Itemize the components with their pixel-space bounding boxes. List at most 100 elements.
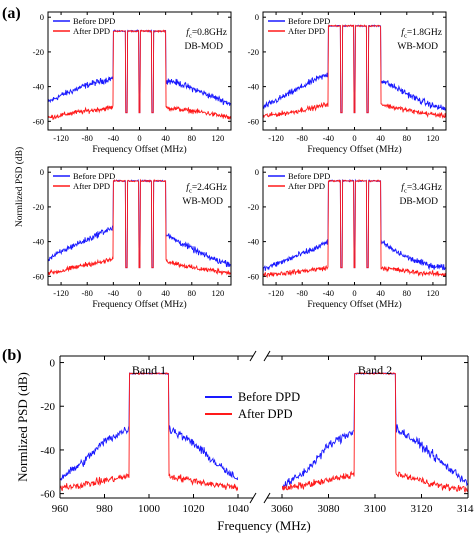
annotation-f: f (186, 27, 190, 38)
x-tick-label: 3080 (318, 503, 341, 515)
series-line-after-dpd (263, 179, 446, 279)
legend-label: Before DPD (288, 16, 330, 26)
y-axis-label: Normlized PSD (dB) (14, 147, 25, 227)
annotation-value: =2.4GHz (192, 183, 227, 193)
chart-panel-b: 960 980 1000 1020 1040 Band 1 3060 3080 3100 3120… (15, 350, 474, 533)
legend-label: After DPD (288, 181, 325, 191)
plot-area (263, 178, 446, 279)
carrier-frequency-annotation: fc=2.4GHz (186, 182, 227, 195)
carrier-frequency-annotation: fc=0.8GHz (186, 27, 227, 40)
axis-break-mark (263, 492, 271, 504)
x-tick-label: 40 (376, 133, 385, 143)
x-tick-label: 0 (352, 133, 356, 143)
x-axis-label: Frequency Offset (MHz) (92, 299, 186, 310)
chart-panel-a-top-left: -120 -80 -40 0 40 80 120 0 -20 -40 -60 Frequency Of… (33, 11, 232, 155)
y-tick-label: -20 (40, 401, 55, 413)
x-tick-label: 40 (161, 288, 170, 298)
y-tick-label: -40 (33, 237, 44, 247)
x-tick-label: 80 (403, 133, 412, 143)
plot-area (263, 24, 446, 119)
modulation-mode-label: DB-MOD (399, 197, 438, 207)
carrier-frequency-annotation: fc=3.4GHz (401, 182, 442, 195)
x-axis-label: Frequency Offset (MHz) (307, 144, 401, 155)
y-tick-label: 0 (255, 167, 259, 177)
series-line-before-dpd (282, 372, 468, 490)
y-tick-label: 0 (40, 12, 44, 22)
annotation-value: =1.8GHz (407, 28, 442, 38)
x-tick-label: -80 (297, 133, 308, 143)
annotation-f: f (401, 27, 405, 38)
x-tick-label: 3140 (457, 503, 474, 515)
annotation-sub: c (404, 33, 407, 40)
x-tick-label: 0 (137, 288, 141, 298)
x-tick-label: 0 (137, 133, 141, 143)
axis-break-mark (249, 492, 257, 504)
x-tick-label: -120 (268, 133, 284, 143)
series-line-after-dpd (48, 29, 231, 121)
x-tick-label: 0 (352, 288, 356, 298)
modulation-mode-label: WB-MOD (397, 42, 438, 52)
x-axis-label: Frequency (MHz) (217, 518, 311, 533)
x-tick-label: -120 (53, 288, 69, 298)
chart-panel-a-bottom-right: -120 -80 -40 0 40 80 120 0 -20 -40 -60 Frequency Of… (248, 166, 447, 310)
x-tick-label: 80 (188, 133, 197, 143)
x-tick-label: -40 (108, 133, 119, 143)
series-line-after-dpd (282, 371, 468, 493)
series-line-after-dpd (263, 24, 446, 119)
y-tick-label: -20 (33, 202, 44, 212)
x-tick-label: 120 (427, 288, 440, 298)
y-tick-label: 0 (40, 167, 44, 177)
y-tick-label: -40 (248, 82, 259, 92)
y-tick-label: -20 (248, 47, 259, 57)
legend-label: Before DPD (288, 171, 330, 181)
y-tick-label: -60 (33, 271, 44, 281)
panel-label-a: (a) (2, 5, 21, 22)
x-tick-label: 80 (188, 288, 197, 298)
modulation-mode-label: DB-MOD (184, 42, 223, 52)
x-tick-label: 80 (403, 288, 412, 298)
chart-panel-a-bottom-left: -120 -80 -40 0 40 80 120 0 -20 -40 -60 Frequency Of… (14, 147, 232, 310)
plot-area (48, 29, 231, 121)
legend-label: Before DPD (238, 390, 300, 404)
y-tick-label: 0 (255, 12, 259, 22)
legend-label: After DPD (288, 26, 325, 36)
legend-label: Before DPD (73, 16, 115, 26)
annotation-value: =3.4GHz (407, 183, 442, 193)
x-tick-label: -80 (297, 288, 308, 298)
x-tick-label: 1040 (227, 503, 250, 515)
x-tick-label: 3060 (271, 503, 294, 515)
legend-label: After DPD (73, 181, 110, 191)
axis-break-mark (263, 350, 271, 362)
y-tick-label: -40 (33, 82, 44, 92)
legend-label: Before DPD (73, 171, 115, 181)
y-tick-label: -40 (40, 445, 55, 457)
y-tick-label: -60 (40, 489, 55, 501)
y-tick-label: -20 (33, 47, 44, 57)
x-tick-label: -40 (323, 133, 334, 143)
x-tick-label: -80 (82, 288, 93, 298)
x-tick-label: -40 (323, 288, 334, 298)
plot-area-segment-2 (282, 371, 468, 493)
modulation-mode-label: WB-MOD (182, 197, 223, 207)
legend-label: After DPD (73, 26, 110, 36)
x-tick-label: 1020 (183, 503, 206, 515)
x-tick-label: 3120 (411, 503, 434, 515)
series-line-after-dpd (60, 371, 238, 492)
y-tick-label: 0 (50, 358, 56, 370)
x-tick-label: 3100 (364, 503, 387, 515)
y-tick-label: -60 (248, 271, 259, 281)
annotation-sub: c (404, 188, 407, 195)
x-axis-label: Frequency Offset (MHz) (307, 299, 401, 310)
plot-area (48, 178, 231, 276)
annotation-sub: c (189, 188, 192, 195)
x-tick-label: 120 (212, 288, 225, 298)
series-line-after-dpd (48, 178, 231, 276)
chart-panel-a-top-right: -120 -80 -40 0 40 80 120 0 -20 -40 -60 Frequency Of… (248, 11, 447, 155)
x-tick-label: 1000 (138, 503, 161, 515)
annotation-sub: c (189, 33, 192, 40)
band-label: Band 2 (358, 363, 392, 377)
carrier-frequency-annotation: fc=1.8GHz (401, 27, 442, 40)
x-tick-label: -40 (108, 288, 119, 298)
x-tick-label: -80 (82, 133, 93, 143)
